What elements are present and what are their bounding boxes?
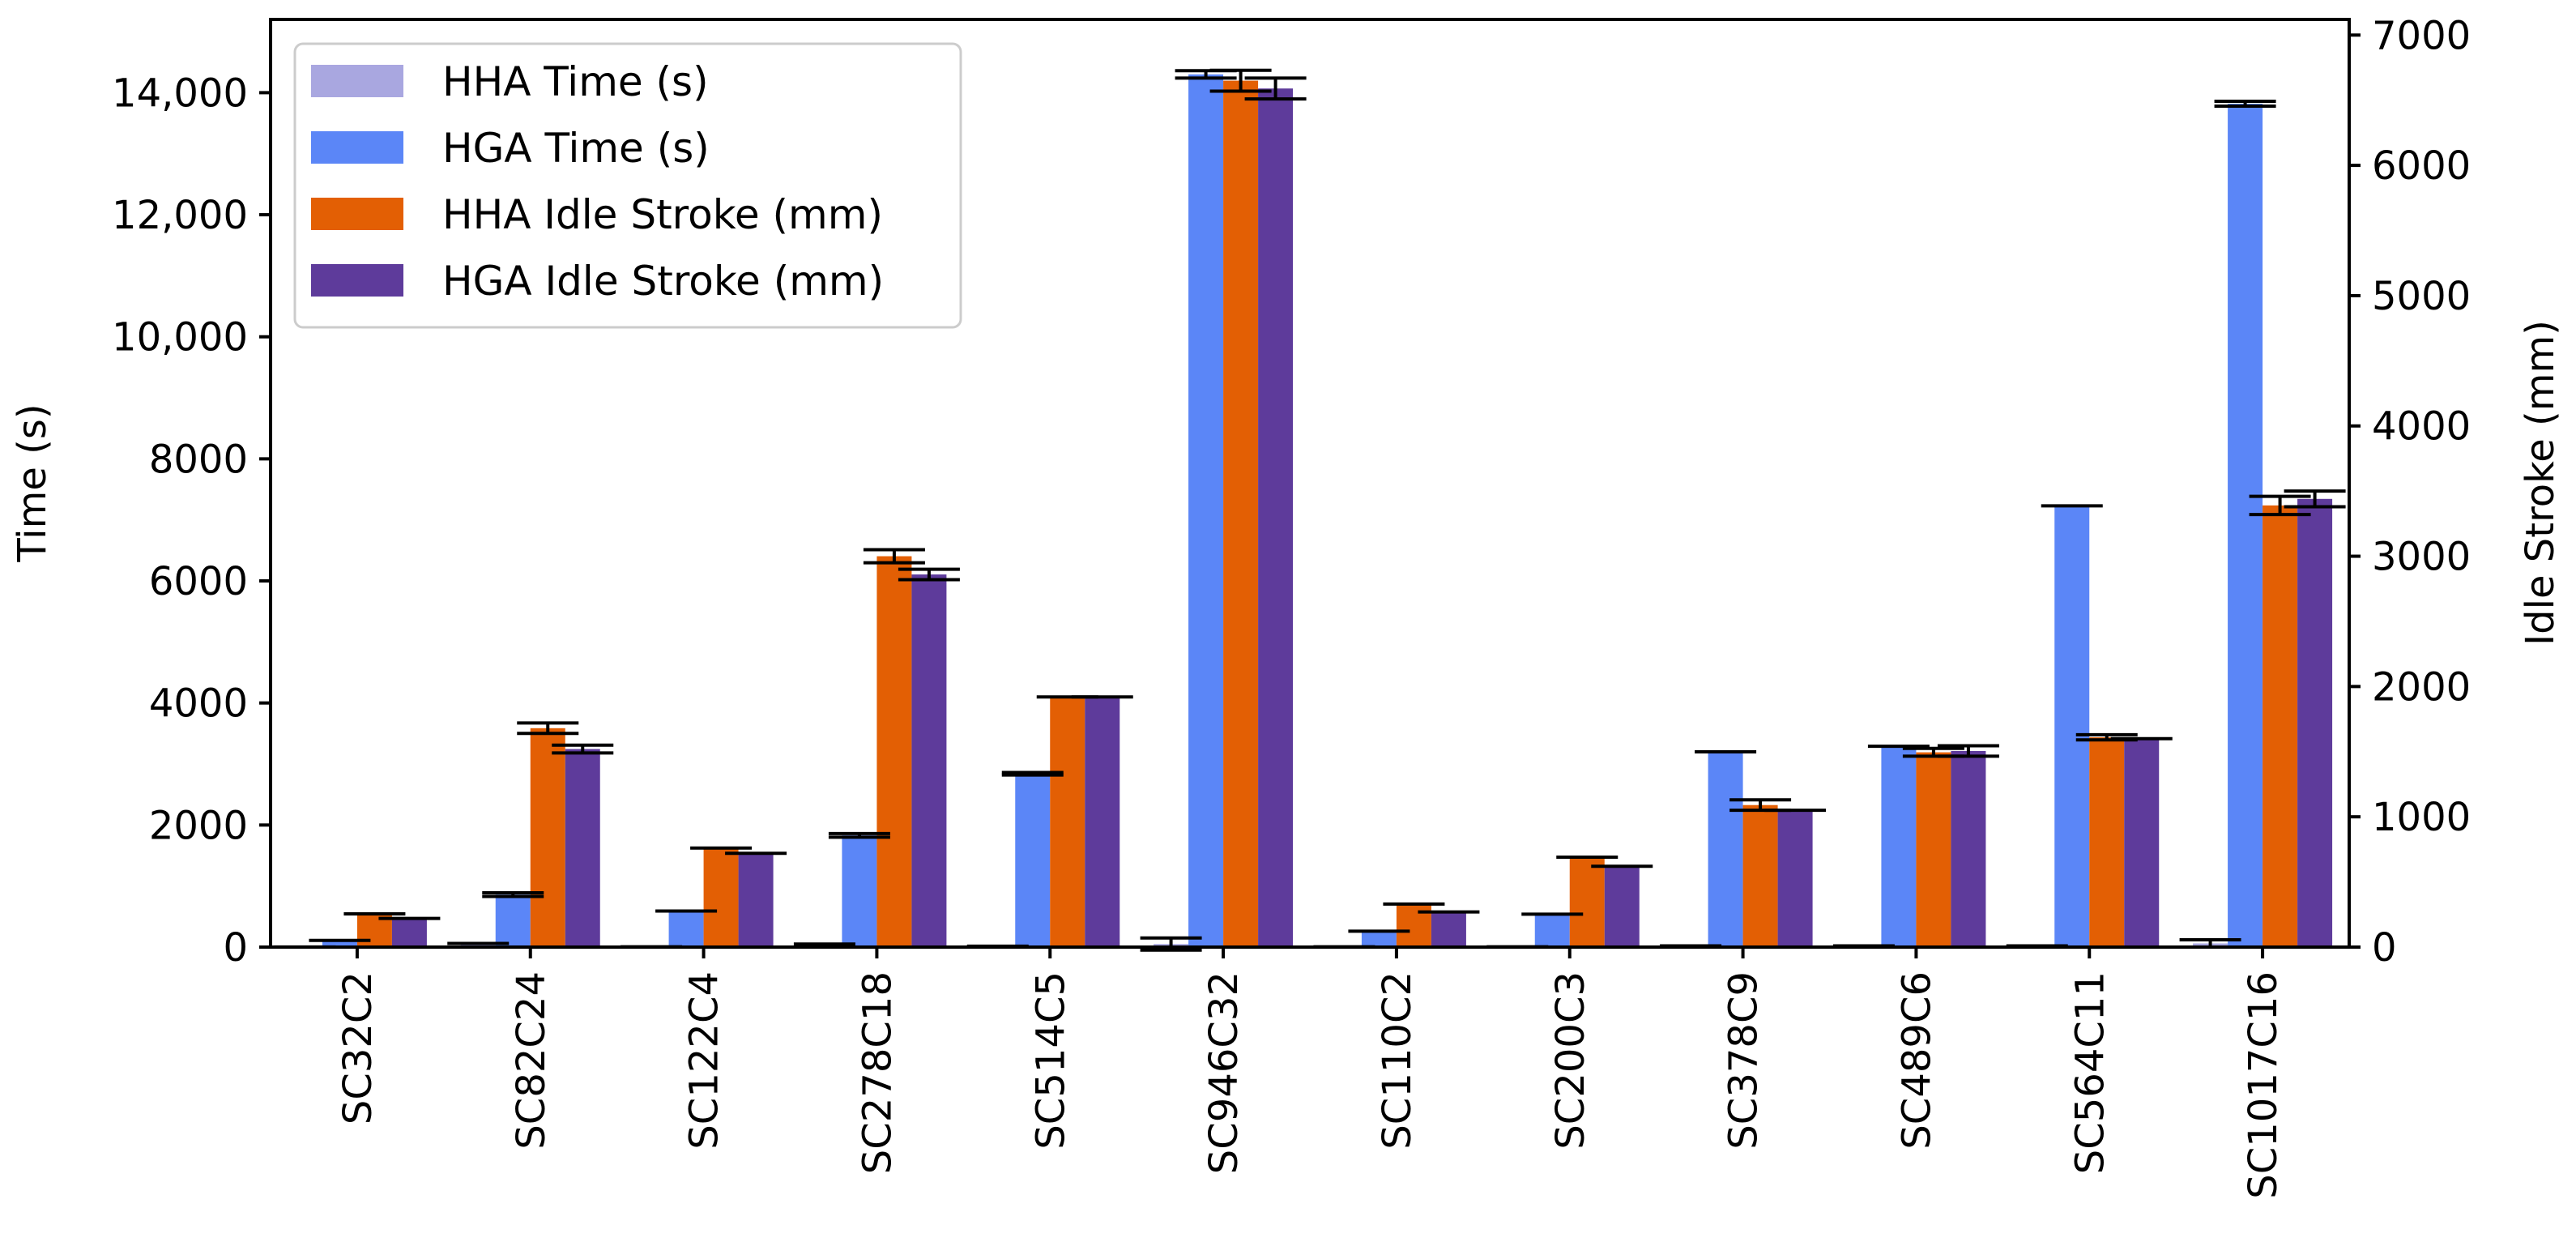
y2-tick-label: 4000: [2372, 404, 2471, 450]
bar: [2054, 506, 2090, 947]
bar: [530, 728, 565, 947]
legend-swatch: [311, 264, 403, 297]
x-tick-label: SC564C11: [2067, 971, 2113, 1174]
x-tick-label: SC1017C16: [2241, 971, 2286, 1199]
bar: [495, 894, 531, 947]
bar: [703, 847, 739, 947]
bar: [1881, 746, 1917, 947]
legend-label: HGA Time (s): [442, 125, 710, 172]
legend-frame: [293, 42, 962, 329]
y2-tick-label: 3000: [2372, 535, 2471, 580]
x-tick-label: SC278C18: [855, 971, 900, 1174]
y-tick-label: 2000: [149, 803, 248, 848]
bar: [565, 749, 600, 947]
y-tick-label: 0: [223, 925, 248, 971]
bar: [1708, 751, 1743, 947]
bar: [2297, 498, 2333, 947]
bar: [668, 911, 704, 947]
left-axis: 0 2000 4000 6000 8000 10,000 12,000 14,000: [112, 70, 271, 971]
bar: [876, 556, 912, 947]
bar: [460, 943, 496, 947]
x-tick-label: SC82C24: [509, 971, 554, 1150]
y2-tick-label: 1000: [2372, 795, 2471, 840]
right-axis: 0 1000 2000 3000 4000 5000 6000 7000: [2349, 13, 2471, 971]
legend-label: HGA Idle Stroke (mm): [442, 258, 884, 305]
legend-label: HHA Time (s): [442, 58, 709, 105]
x-tick-label: SC110C2: [1375, 971, 1420, 1150]
bar: [1050, 697, 1085, 947]
bar: [2228, 103, 2263, 947]
x-tick-label: SC514C5: [1028, 971, 1073, 1150]
x-axis: SC32C2 SC82C24 SC122C4 SC278C18 SC514C5 SC946…: [335, 947, 2286, 1199]
y2-tick-label: 2000: [2372, 664, 2471, 710]
bar: [1916, 752, 1951, 947]
bar: [1085, 697, 1120, 947]
x-tick-label: SC489C6: [1894, 971, 1939, 1150]
bar: [1534, 914, 1570, 947]
y-tick-label: 8000: [149, 437, 248, 482]
y2-tick-label: 0: [2372, 925, 2397, 971]
bar: [1431, 911, 1466, 947]
y2-axis-title: Idle Stroke (mm): [2518, 320, 2563, 646]
bar: [738, 853, 774, 947]
error-bars-layer: [274, 68, 2346, 952]
x-tick-label: SC378C9: [1721, 971, 1767, 1150]
y-tick-label: 6000: [149, 559, 248, 604]
legend-label: HHA Idle Stroke (mm): [442, 191, 883, 238]
y2-tick-label: 5000: [2372, 274, 2471, 319]
x-tick-label: SC32C2: [335, 971, 381, 1125]
bar: [1258, 88, 1294, 948]
bar: [1015, 774, 1051, 947]
bar: [1604, 866, 1640, 947]
y2-tick-label: 6000: [2372, 143, 2471, 189]
bar: [842, 835, 877, 947]
bar: [322, 940, 357, 947]
bar: [2089, 737, 2125, 947]
bar: [1569, 857, 1605, 947]
bar: [1951, 750, 1986, 947]
x-tick-label: SC200C3: [1548, 971, 1593, 1150]
y2-tick-label: 7000: [2372, 13, 2471, 58]
legend-swatch: [311, 65, 403, 97]
bar: [1742, 804, 1778, 947]
y-tick-label: 14,000: [112, 70, 248, 116]
y-tick-label: 12,000: [112, 193, 248, 238]
bars-layer: [287, 74, 2333, 948]
bar: [2263, 505, 2298, 947]
legend: HHA Time (s) HGA Time (s) HHA Idle Stroke …: [293, 42, 962, 329]
bar: [911, 574, 947, 947]
bar: [1188, 74, 1224, 948]
legend-swatch: [311, 198, 403, 230]
y-tick-label: 10,000: [112, 315, 248, 361]
legend-swatch: [311, 131, 403, 164]
y-tick-label: 4000: [149, 681, 248, 727]
bar: [2124, 738, 2160, 947]
x-tick-label: SC946C32: [1201, 971, 1247, 1174]
plot-frame: [269, 18, 2351, 949]
bar: [391, 918, 427, 947]
bar: [1223, 80, 1259, 947]
y-axis-title: Time (s): [10, 403, 55, 562]
x-tick-label: SC122C4: [682, 971, 727, 1150]
bar: [1777, 810, 1813, 947]
bar: [1361, 931, 1397, 947]
